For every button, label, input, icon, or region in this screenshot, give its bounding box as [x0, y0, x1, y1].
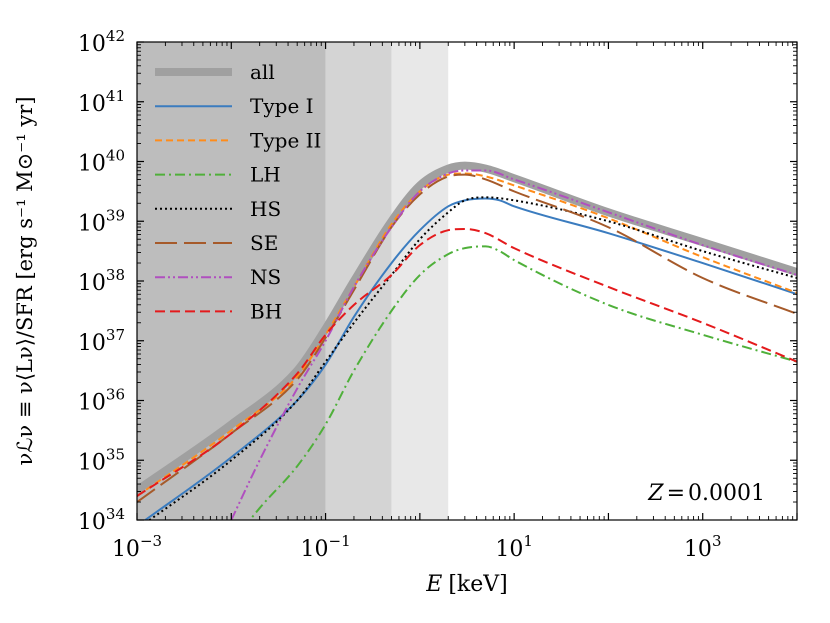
- y-tick-label-exponent: 37: [106, 326, 125, 344]
- y-tick-label: 1039: [78, 206, 125, 236]
- legend-label-se: SE: [250, 231, 278, 255]
- y-tick-label: 1038: [78, 266, 125, 296]
- x-axis-var: E: [425, 572, 442, 597]
- y-tick-label-exponent: 42: [106, 27, 125, 45]
- series-line-lh: [248, 245, 797, 520]
- x-axis-label: E [keV]: [425, 572, 507, 597]
- shaded-band-3: [391, 42, 449, 520]
- legend: all Type I Type II LH HS SE NS BH: [155, 60, 321, 323]
- x-tick-label: 10−3: [112, 532, 162, 562]
- series-line-bh: [137, 228, 797, 497]
- y-tick-label: 1037: [78, 326, 125, 356]
- y-tick-label: 1036: [78, 386, 125, 416]
- x-tick-label-base: 10: [112, 537, 140, 562]
- legend-label-type-ii: Type II: [250, 128, 321, 152]
- y-tick-label: 1042: [78, 27, 125, 57]
- y-tick-label: 1040: [78, 147, 125, 177]
- x-tick-labels: 10−3 10−1 101 103: [112, 532, 722, 562]
- y-tick-label-base: 10: [78, 152, 106, 177]
- x-tick-label-base: 10: [684, 537, 712, 562]
- x-tick-label-exponent: −1: [329, 532, 351, 550]
- legend-label-lh: LH: [250, 163, 281, 187]
- y-tick-label: 1041: [78, 87, 125, 117]
- series-line-hs: [147, 196, 797, 520]
- x-tick-label: 103: [684, 532, 722, 562]
- y-tick-label-exponent: 38: [106, 266, 125, 284]
- y-tick-label-exponent: 39: [106, 206, 125, 224]
- x-tick-label-base: 10: [301, 537, 329, 562]
- y-tick-label-base: 10: [78, 391, 106, 416]
- y-tick-label-base: 10: [78, 92, 106, 117]
- x-tick-label: 101: [495, 532, 533, 562]
- x-tick-label-exponent: 1: [523, 532, 533, 550]
- annotation-value: 0.0001: [688, 481, 765, 506]
- x-tick-label: 10−1: [301, 532, 351, 562]
- legend-label-hs: HS: [250, 197, 281, 221]
- y-tick-label-base: 10: [78, 510, 106, 535]
- y-tick-label-exponent: 34: [106, 505, 125, 523]
- metallicity-annotation: Z = 0.0001: [647, 481, 765, 506]
- y-tick-label-exponent: 41: [106, 87, 125, 105]
- axis-ticks: [136, 41, 798, 521]
- x-tick-label-exponent: 3: [712, 532, 722, 550]
- legend-label-all: all: [250, 60, 275, 84]
- y-tick-label-exponent: 36: [106, 386, 125, 404]
- x-tick-label-base: 10: [495, 537, 523, 562]
- y-tick-label-base: 10: [78, 32, 106, 57]
- y-tick-label: 1034: [78, 505, 125, 535]
- y-tick-label-exponent: 40: [106, 147, 125, 165]
- y-tick-label-base: 10: [78, 211, 106, 236]
- legend-label-type-i: Type I: [250, 94, 314, 118]
- y-tick-label: 1035: [78, 445, 125, 475]
- annotation-lhs: Z: [647, 481, 664, 506]
- y-tick-label-base: 10: [78, 331, 106, 356]
- x-tick-label-exponent: −3: [140, 532, 162, 550]
- series-line-ns: [230, 169, 797, 520]
- series-line-se: [137, 173, 797, 503]
- legend-label-ns: NS: [250, 265, 281, 289]
- y-tick-label-exponent: 35: [106, 445, 125, 463]
- y-tick-label-base: 10: [78, 271, 106, 296]
- y-axis-label: νℒν ≡ ν⟨Lν⟩/SFR [erg s⁻¹ M⊙⁻¹ yr]: [13, 96, 37, 465]
- x-axis-unit: [keV]: [448, 572, 507, 597]
- shaded-band-1: [137, 42, 326, 520]
- y-tick-label-base: 10: [78, 450, 106, 475]
- series-lines: [137, 161, 797, 520]
- annotation-eq: =: [667, 481, 685, 506]
- legend-label-bh: BH: [250, 299, 282, 323]
- series-line-type-ii: [137, 172, 797, 497]
